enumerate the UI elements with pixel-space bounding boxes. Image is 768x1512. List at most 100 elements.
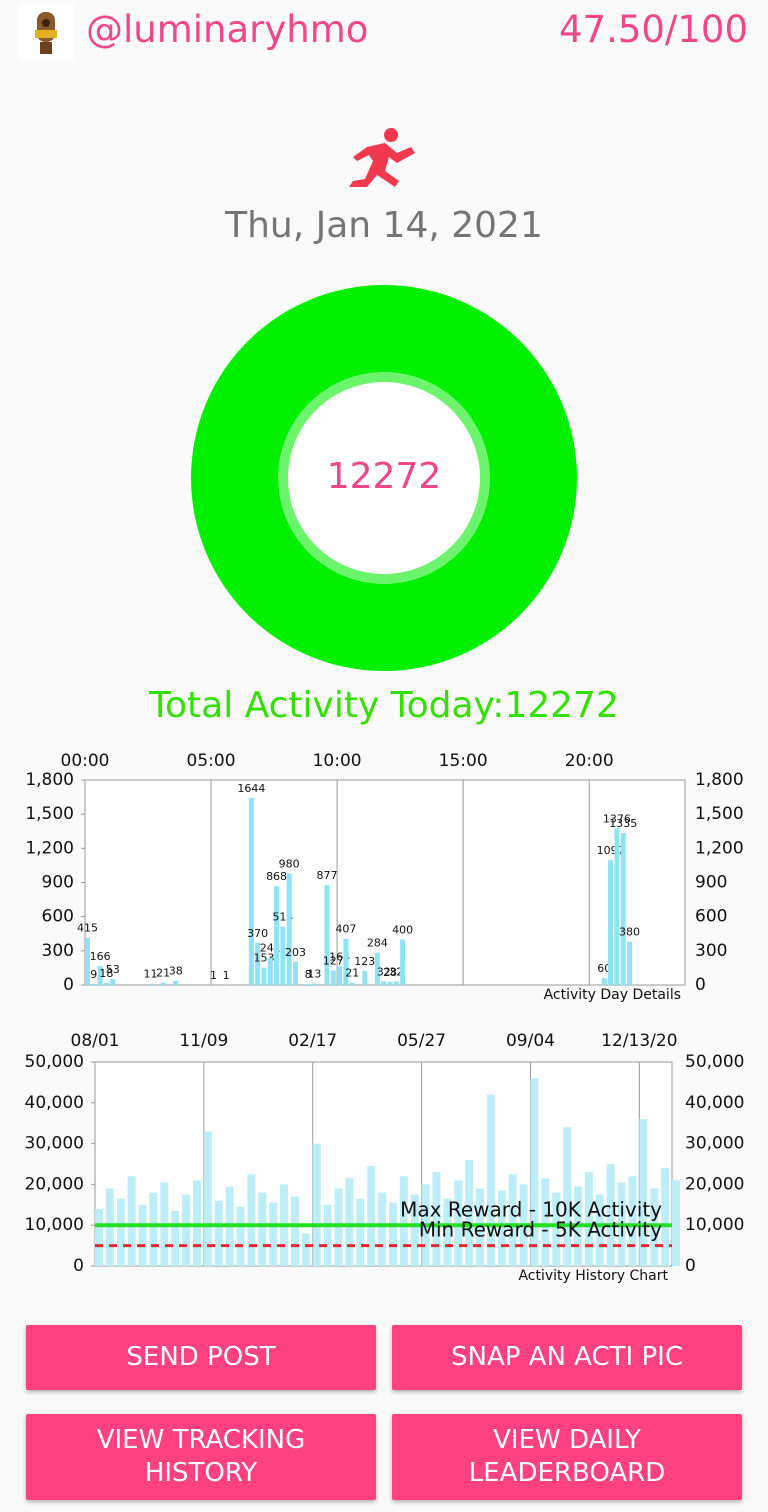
bar-value-label: 9 [90, 968, 97, 981]
bar [292, 961, 298, 985]
bar [614, 828, 620, 985]
bar [160, 982, 166, 985]
bar [584, 1172, 593, 1266]
y2-tick-label: 1,500 [695, 804, 744, 824]
bar [356, 1198, 365, 1266]
ring-value: 12272 [327, 456, 442, 497]
bar [280, 926, 286, 985]
y-tick-label: 900 [42, 873, 74, 893]
bar [661, 1168, 670, 1266]
bar-value-label: 21 [156, 967, 170, 980]
bar [116, 1198, 125, 1266]
x-tick-label: 08/01 [71, 1031, 120, 1051]
bar [393, 981, 399, 985]
bar-value-label: 32 [377, 965, 391, 978]
bar [400, 939, 406, 985]
y2-tick-label: 1,800 [695, 770, 744, 790]
score: 47.50/100 [558, 8, 748, 51]
bar [387, 981, 393, 985]
bar [138, 1204, 147, 1266]
bar [650, 1188, 659, 1266]
bar [595, 1194, 604, 1266]
x-tick-label: 00:00 [61, 751, 110, 771]
y2-tick-label: 600 [695, 907, 727, 927]
bar-value-label: 868 [266, 870, 287, 883]
bar-value-label: 415 [77, 922, 98, 935]
y-tick-label: 0 [63, 975, 74, 995]
bar [286, 873, 292, 985]
bar-value-label: 1644 [237, 782, 265, 795]
send-post-button[interactable]: SEND POST [26, 1325, 376, 1390]
x-tick-label: 05/27 [397, 1031, 446, 1051]
bar [620, 832, 626, 985]
bar [601, 978, 607, 985]
bar [148, 983, 154, 985]
bar [103, 982, 109, 985]
bar [149, 1192, 158, 1266]
bar [105, 1188, 114, 1266]
bar-value-label: 407 [335, 923, 356, 936]
tracking-history-button[interactable]: VIEW TRACKING HISTORY [26, 1414, 376, 1500]
bar-value-label: 1376 [603, 812, 631, 825]
bar [454, 1180, 463, 1266]
bar-value-label: 400 [392, 923, 413, 936]
bar-value-label: 877 [316, 869, 337, 882]
bar-value-label: 284 [367, 937, 388, 950]
bar [381, 981, 387, 985]
bar [110, 978, 116, 985]
bar [330, 970, 336, 985]
y-tick-label: 1,200 [25, 838, 74, 858]
bar-value-label: 38 [169, 965, 183, 978]
bar [606, 1164, 615, 1266]
y2-tick-label: 0 [695, 975, 706, 995]
bar [486, 1094, 495, 1266]
bar [255, 942, 261, 985]
bar [672, 1180, 680, 1266]
reference-label: Max Reward - 10K Activity [400, 1198, 662, 1222]
bar [85, 937, 90, 985]
bar-value-label: 18 [99, 967, 113, 980]
snap-pic-button[interactable]: SNAP AN ACTI PIC [392, 1325, 742, 1390]
bar [247, 1174, 256, 1266]
day-chart: 00:00 05:00 10:00 15:00 20:00 0 0 300 300 600 600 9… [25, 751, 744, 1003]
bar-value-label: 11 [144, 968, 158, 981]
avatar[interactable] [18, 4, 74, 60]
bar-value-label: 127 [323, 955, 344, 968]
y2-tick-label: 30,000 [685, 1134, 744, 1154]
username[interactable]: @luminaryhmo [86, 8, 369, 51]
x-tick-label: 05:00 [187, 751, 236, 771]
date: Thu, Jan 14, 2021 [225, 205, 543, 246]
bar [497, 1190, 506, 1266]
x-tick-label: 02/17 [288, 1031, 337, 1051]
chart-title: Activity History Chart [518, 1268, 668, 1284]
bar [399, 1176, 408, 1266]
bar-value-label: 123 [354, 955, 375, 968]
bar [410, 1194, 419, 1266]
bar [628, 1176, 637, 1266]
bar [432, 1172, 441, 1266]
x-tick-label: 12/13/20 [601, 1031, 677, 1051]
bar [627, 941, 633, 985]
y-tick-label: 600 [42, 907, 74, 927]
runner-icon [349, 128, 415, 187]
bar [274, 886, 280, 985]
bar [171, 1210, 180, 1266]
total-activity: Total Activity Today:12272 [149, 685, 619, 726]
bar [323, 1204, 332, 1266]
x-tick-label: 20:00 [565, 751, 614, 771]
bar-value-label: 203 [285, 946, 306, 959]
bar [388, 1202, 397, 1266]
bar [552, 1192, 561, 1266]
bar [530, 1078, 539, 1266]
y2-tick-label: 50,000 [685, 1052, 744, 1072]
activity-ring: 12272 [191, 285, 577, 671]
bar [362, 970, 368, 985]
bar [95, 1208, 103, 1266]
bar [267, 957, 273, 985]
bar [261, 967, 267, 985]
bar [203, 1131, 212, 1266]
leaderboard-button[interactable]: VIEW DAILY LEADERBOARD [392, 1414, 742, 1500]
y-tick-label: 300 [42, 941, 74, 961]
bar [608, 860, 614, 985]
